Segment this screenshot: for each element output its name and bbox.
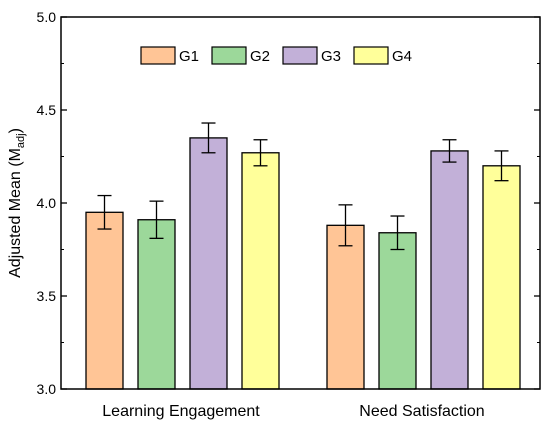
error-bar-g2-1	[149, 200, 164, 239]
error-bar-g3-1	[201, 122, 216, 154]
y-tick-label: 3.5	[37, 288, 57, 304]
legend-swatch	[140, 46, 176, 65]
legend-label: G2	[250, 48, 270, 65]
legend-item-g4: G4	[353, 46, 412, 65]
error-bar-g2-2	[390, 215, 405, 251]
error-bar-g4-2	[494, 150, 509, 182]
legend: G1 G2 G3 G4	[140, 46, 412, 65]
legend-swatch	[211, 46, 247, 65]
bar-g1-1	[85, 211, 124, 390]
y-tick-label: 4.0	[37, 195, 57, 211]
error-bar-g1-1	[97, 194, 112, 230]
legend-swatch	[353, 46, 389, 65]
legend-item-g3: G3	[282, 46, 341, 65]
error-bar-g4-1	[253, 139, 268, 167]
x-category-label: Need Satisfaction	[359, 403, 484, 420]
bar-g1-2	[326, 224, 365, 390]
y-axis-title: Adjusted Mean (Madj)	[7, 128, 27, 278]
error-bars-layer	[97, 122, 509, 251]
legend-item-g1: G1	[140, 46, 199, 65]
y-axis-title-close: )	[7, 128, 24, 133]
bar-g3-2	[430, 150, 469, 390]
bar-g4-2	[482, 165, 521, 390]
bar-g4-1	[241, 152, 280, 390]
bars-layer	[85, 137, 521, 390]
x-category-label: Learning Engagement	[102, 403, 260, 420]
bar-g3-1	[189, 137, 228, 390]
legend-label: G1	[179, 48, 199, 65]
bar-g2-1	[137, 219, 176, 390]
legend-label: G4	[392, 48, 412, 65]
error-bar-g1-2	[338, 204, 353, 247]
y-tick-label: 5.0	[37, 9, 57, 25]
y-axis: 3.0 3.5 4.0 4.5 5.0	[37, 9, 540, 397]
error-bar-g3-2	[442, 139, 457, 163]
bar-g2-2	[378, 232, 417, 390]
y-tick-label: 4.5	[37, 102, 57, 118]
legend-label: G3	[321, 48, 341, 65]
y-tick-label: 3.0	[37, 381, 57, 397]
x-axis: Learning Engagement Need Satisfaction	[102, 403, 484, 420]
legend-item-g2: G2	[211, 46, 270, 65]
legend-swatch	[282, 46, 318, 65]
y-axis-title-subscript: adj	[15, 133, 27, 148]
y-axis-title-main: Adjusted Mean (M	[7, 148, 24, 278]
